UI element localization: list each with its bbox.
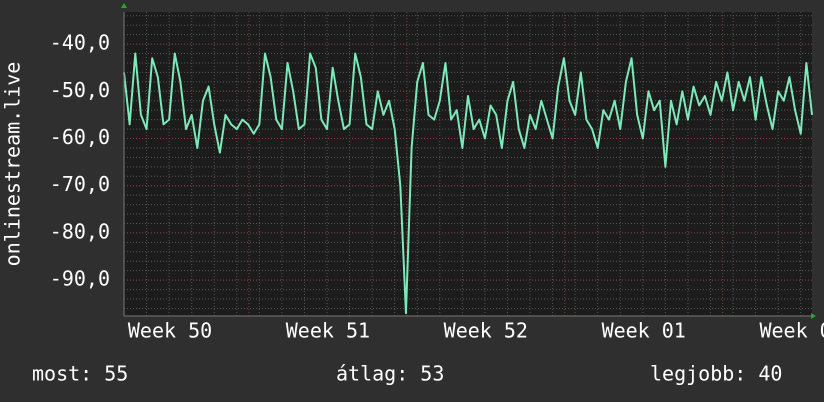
axis-arrow bbox=[121, 3, 127, 8]
y-tick-label: -90,0 bbox=[50, 267, 110, 291]
y-tick-label: -80,0 bbox=[50, 219, 110, 243]
x-tick-label: Week 51 bbox=[286, 319, 370, 343]
x-tick-label: Week 50 bbox=[128, 319, 212, 343]
x-tick-label: Week 01 bbox=[602, 319, 686, 343]
x-tick-label: Week 52 bbox=[444, 319, 528, 343]
line-series bbox=[123, 52, 813, 315]
plot-area bbox=[124, 12, 812, 316]
y-tick-label: -50,0 bbox=[50, 78, 110, 102]
footer-average: átlag: 53 bbox=[336, 362, 444, 386]
y-tick-label: -60,0 bbox=[50, 125, 110, 149]
x-tick-label: Week 02 bbox=[759, 319, 824, 343]
footer-current: most: 55 bbox=[32, 362, 128, 386]
axis-arrow bbox=[811, 313, 816, 319]
footer-best: legjobb: 40 bbox=[650, 362, 782, 386]
y-axis-label: onlinestream.live bbox=[1, 62, 25, 267]
y-tick-label: -40,0 bbox=[50, 31, 110, 55]
y-tick-label: -70,0 bbox=[50, 172, 110, 196]
